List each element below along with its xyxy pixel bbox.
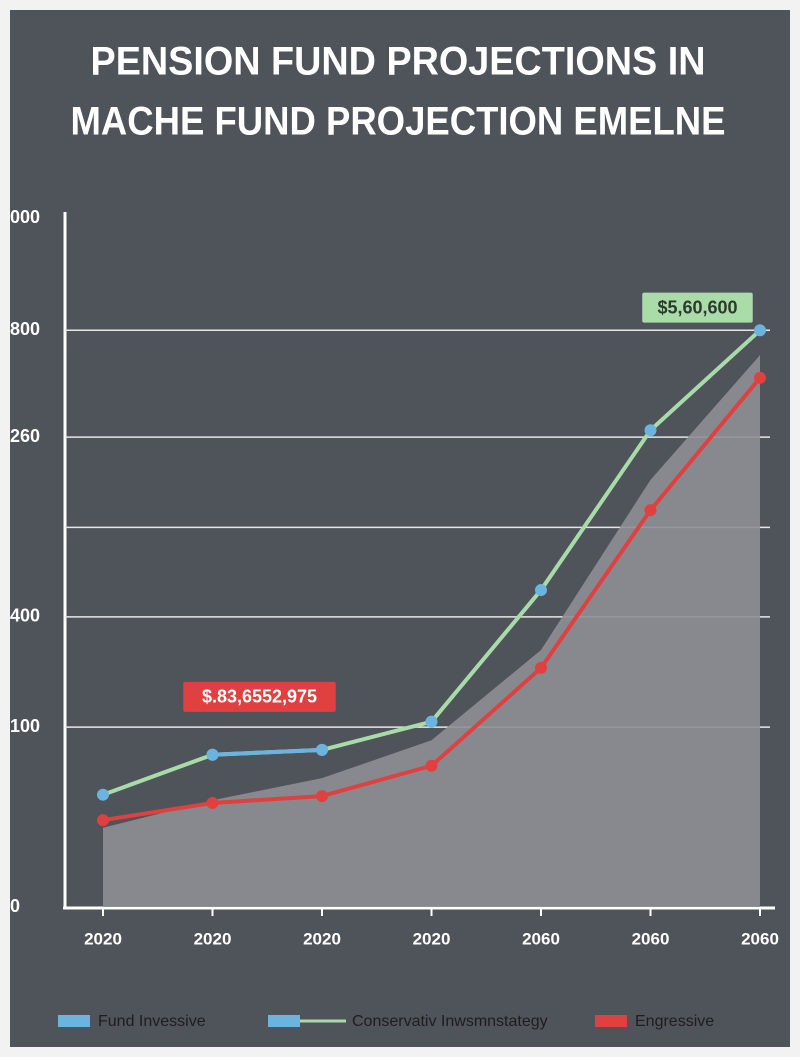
- legend-label: Engressive: [635, 1013, 714, 1030]
- annotation-box: [183, 681, 336, 712]
- x-tick-label: 2020: [194, 929, 232, 948]
- y-tick-label: 100: [10, 716, 40, 736]
- data-point: [425, 715, 438, 728]
- data-point: [206, 748, 219, 761]
- data-point: [644, 504, 657, 517]
- chart-title: PENSION FUND PROJECTIONS IN: [91, 40, 706, 84]
- y-tick-label: 400: [10, 606, 40, 626]
- data-point: [316, 743, 328, 756]
- legend-label: Conservativ Inwsmnstategy: [352, 1013, 548, 1030]
- data-point: [97, 788, 109, 801]
- data-point: [644, 424, 657, 437]
- y-tick-label: 260: [10, 426, 40, 446]
- legend-swatch: [595, 1015, 627, 1027]
- data-point: [535, 584, 547, 597]
- x-tick-label: 2060: [522, 929, 560, 948]
- x-tick-label: 2020: [84, 929, 122, 948]
- x-tick-label: 2020: [413, 929, 451, 948]
- x-tick-label: 2060: [632, 929, 670, 948]
- x-tick-label: 2060: [741, 929, 779, 948]
- data-point: [97, 814, 109, 827]
- data-point: [316, 790, 328, 803]
- data-point: [754, 324, 766, 337]
- annotation: $.83,6552,975: [202, 687, 317, 707]
- legend-swatch: [58, 1015, 90, 1027]
- annotation: $5,60,600: [657, 297, 737, 317]
- legend-swatch: [268, 1015, 300, 1027]
- legend-label: Fund Invessive: [98, 1013, 206, 1030]
- y-tick-label: 0: [10, 896, 20, 916]
- annotation-box: [642, 292, 753, 323]
- y-tick-label: 800: [10, 319, 40, 339]
- chart-title: MACHE FUND PROJECTION EMELNE: [71, 100, 726, 144]
- data-point: [754, 371, 766, 384]
- data-point: [206, 796, 219, 809]
- data-point: [425, 759, 438, 772]
- y-tick-label: 000: [10, 207, 40, 227]
- area: [103, 355, 760, 908]
- data-point: [535, 661, 547, 674]
- x-tick-label: 2020: [303, 929, 341, 948]
- series-line: [212, 747, 323, 757]
